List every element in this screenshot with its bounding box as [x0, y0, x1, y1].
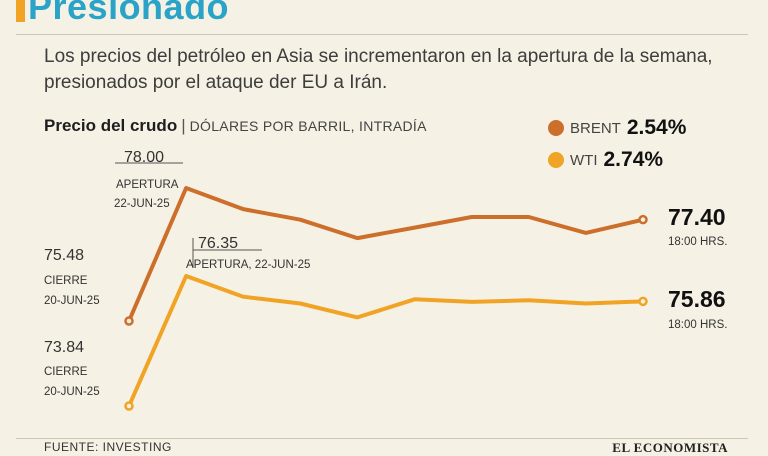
legend-item-brent: BRENT 2.54% — [548, 112, 686, 144]
brent-start-label: CIERRE — [44, 275, 88, 287]
chart-heading: Precio del crudo | DÓLARES POR BARRIL, INT… — [44, 116, 427, 136]
footer-divider — [16, 438, 748, 439]
page-subtitle: Los precios del petróleo en Asia se incr… — [44, 46, 713, 93]
series-line-wti — [127, 274, 644, 407]
wti-start-label: CIERRE — [44, 366, 88, 378]
brent-open-label: APERTURA — [116, 179, 179, 191]
chart-title: Precio del crudo — [44, 116, 178, 135]
title-divider — [16, 34, 748, 35]
page-title: Presionado — [28, 0, 230, 27]
brent-end-value: 77.40 — [668, 204, 726, 230]
heading-separator: | — [181, 116, 186, 135]
source-note: FUENTE: INVESTING — [44, 440, 172, 454]
data-point-wti-start — [124, 401, 134, 411]
wti-start-date: 20-JUN-25 — [44, 386, 100, 398]
brent-open-value: 78.00 — [124, 149, 164, 166]
data-point-brent-start — [124, 316, 134, 326]
data-point-brent-end — [638, 214, 648, 225]
legend-change-brent: 2.54% — [626, 116, 687, 139]
legend-label-brent: BRENT — [570, 119, 621, 137]
chart-legend: BRENT 2.54% WTI 2.74% — [548, 112, 686, 176]
wti-end-value: 75.86 — [668, 286, 726, 312]
legend-label-wti: WTI — [570, 151, 598, 169]
brent-open-date: 22-JUN-25 — [114, 198, 170, 210]
brent-start-date: 20-JUN-25 — [44, 295, 100, 307]
legend-item-wti: WTI 2.74% — [548, 144, 686, 176]
publisher-logo: EL ECONOMISTA — [612, 440, 728, 455]
wti-open-value: 76.35 — [198, 235, 238, 252]
data-point-wti-end — [638, 296, 648, 307]
series-line-brent — [127, 186, 644, 322]
wti-start-value: 73.84 — [44, 339, 84, 356]
wti-open-label: APERTURA, 22-JUN-25 — [186, 259, 310, 271]
legend-change-wti: 2.74% — [603, 148, 664, 171]
brent-end-time: 18:00 HRS. — [668, 236, 727, 248]
wti-end-time: 18:00 HRS. — [668, 319, 727, 331]
title-accent-bar — [16, 0, 25, 22]
legend-swatch-brent — [548, 120, 564, 136]
brent-start-value: 75.48 — [44, 247, 84, 264]
legend-swatch-wti — [548, 152, 564, 168]
chart-unit: DÓLARES POR BARRIL, INTRADÍA — [189, 118, 427, 134]
